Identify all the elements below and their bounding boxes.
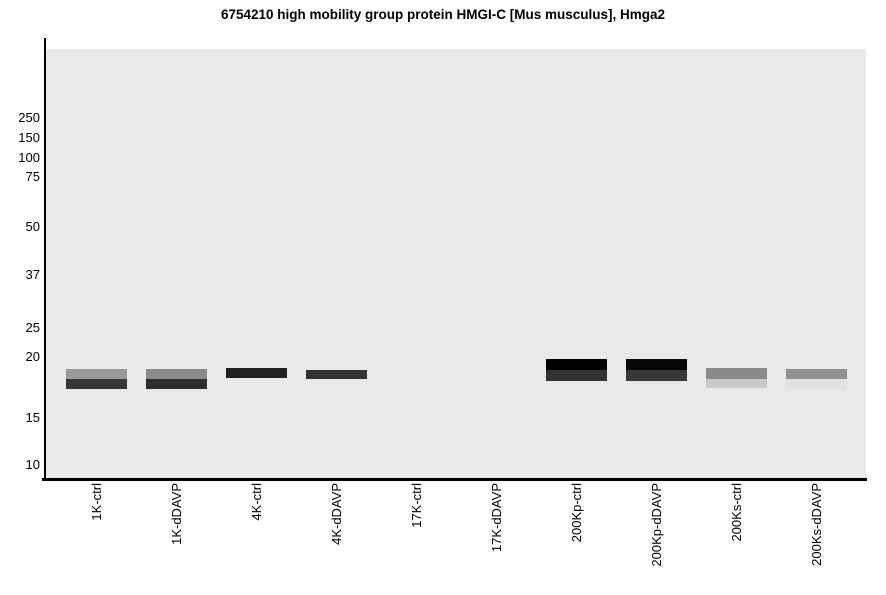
lane-label: 200Ks-dDAVP — [808, 483, 824, 566]
lane-label: 1K-ctrl — [88, 483, 104, 521]
y-axis-tick-label: 25 — [25, 319, 40, 335]
y-axis-tick-label: 20 — [25, 348, 40, 364]
gel-band — [786, 379, 847, 389]
x-axis-line — [42, 478, 867, 481]
lane-label: 200Kp-ctrl — [568, 483, 584, 543]
plot-area — [46, 49, 866, 478]
gel-band — [706, 368, 767, 379]
y-axis-tick-label: 37 — [25, 266, 40, 282]
gel-band — [706, 379, 767, 388]
y-axis-tick-label: 50 — [25, 218, 40, 234]
gel-band — [146, 369, 207, 379]
y-axis-tick-label: 100 — [18, 149, 40, 165]
gel-band — [546, 370, 607, 381]
gel-band — [306, 370, 367, 379]
gel-band — [66, 369, 127, 379]
y-axis-tick-label: 250 — [18, 109, 40, 125]
y-axis-tick-label: 15 — [25, 409, 40, 425]
lane-label: 200Kp-dDAVP — [648, 483, 664, 567]
y-axis-tick-label: 75 — [25, 168, 40, 184]
lane-label: 1K-dDAVP — [168, 483, 184, 545]
gel-band — [66, 379, 127, 389]
gel-band — [786, 369, 847, 379]
gel-band — [146, 379, 207, 389]
lane-label: 17K-ctrl — [408, 483, 424, 528]
y-axis-tick-label: 10 — [25, 456, 40, 472]
y-axis-tick-label: 150 — [18, 129, 40, 145]
gel-band — [626, 370, 687, 381]
lane-label: 17K-dDAVP — [488, 483, 504, 553]
figure-title: 6754210 high mobility group protein HMGI… — [220, 7, 666, 22]
gel-band — [546, 359, 607, 370]
gel-band — [626, 359, 687, 370]
gel-band — [226, 368, 287, 378]
lane-label: 4K-dDAVP — [328, 483, 344, 545]
lane-label: 200Ks-ctrl — [728, 483, 744, 542]
y-axis-line — [44, 38, 46, 478]
lane-label: 4K-ctrl — [248, 483, 264, 521]
